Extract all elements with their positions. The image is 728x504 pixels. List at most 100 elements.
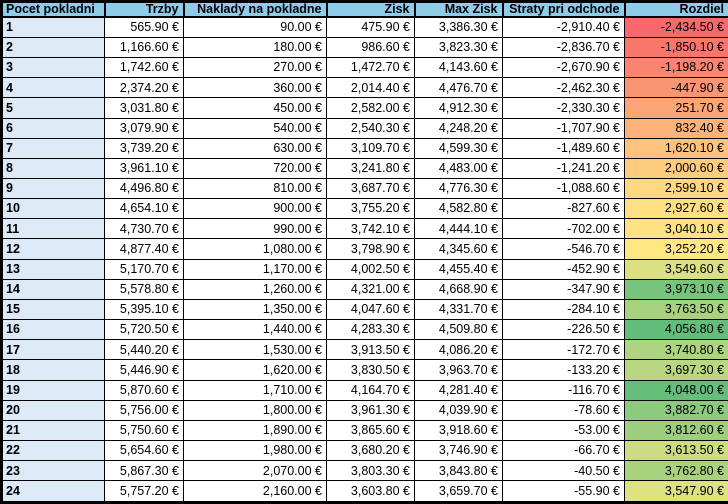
cell-rozdiel[interactable]: 3,763.50 €	[624, 298, 728, 321]
cell-straty-pri-odchode[interactable]: -546.70 €	[502, 238, 625, 260]
cell-max-zisk[interactable]: 4,776.30 €	[414, 177, 503, 200]
cell-trzby[interactable]: 5,654.60 €	[104, 440, 184, 462]
cell-zisk[interactable]: 3,603.80 €	[326, 480, 415, 503]
cell-max-zisk[interactable]: 4,483.00 €	[414, 157, 503, 179]
cell-rozdiel[interactable]: 3,040.10 €	[624, 218, 728, 240]
cell-trzby[interactable]: 4,877.40 €	[104, 238, 184, 260]
cell-trzby[interactable]: 565.90 €	[104, 16, 184, 38]
cell-max-zisk[interactable]: 4,444.10 €	[414, 218, 503, 240]
cell-naklady-na-pokladne[interactable]: 90.00 €	[183, 16, 327, 38]
cell-trzby[interactable]: 4,730.70 €	[104, 218, 184, 240]
cell-trzby[interactable]: 4,496.80 €	[104, 177, 184, 200]
header-cell-trzby[interactable]: Trzby	[103, 0, 185, 18]
cell-trzby[interactable]: 3,961.10 €	[104, 157, 184, 179]
cell-rozdiel[interactable]: 3,882.70 €	[624, 399, 728, 421]
cell-zisk[interactable]: 4,047.60 €	[326, 298, 415, 321]
cell-trzby[interactable]: 1,166.60 €	[104, 36, 184, 59]
cell-zisk[interactable]: 3,913.50 €	[326, 339, 415, 361]
cell-rozdiel[interactable]: 3,812.60 €	[624, 419, 728, 442]
cell-naklady-na-pokladne[interactable]: 900.00 €	[183, 198, 327, 220]
cell-zisk[interactable]: 2,540.30 €	[326, 117, 415, 139]
cell-naklady-na-pokladne[interactable]: 1,890.00 €	[183, 419, 327, 442]
cell-naklady-na-pokladne[interactable]: 360.00 €	[183, 77, 327, 99]
cell-straty-pri-odchode[interactable]: -2,330.30 €	[502, 97, 625, 119]
header-cell-zisk[interactable]: Zisk	[325, 0, 416, 18]
cell-straty-pri-odchode[interactable]: -1,088.60 €	[502, 177, 625, 200]
cell-pocet-pokladni[interactable]: 20	[1, 399, 105, 421]
cell-rozdiel[interactable]: 2,000.60 €	[624, 157, 728, 179]
cell-max-zisk[interactable]: 3,659.70 €	[414, 480, 503, 503]
cell-naklady-na-pokladne[interactable]: 2,160.00 €	[183, 480, 327, 503]
cell-rozdiel[interactable]: 3,252.20 €	[624, 238, 728, 260]
cell-zisk[interactable]: 3,742.10 €	[326, 218, 415, 240]
cell-straty-pri-odchode[interactable]: -452.90 €	[502, 258, 625, 280]
cell-straty-pri-odchode[interactable]: -1,241.20 €	[502, 157, 625, 179]
cell-max-zisk[interactable]: 4,086.20 €	[414, 339, 503, 361]
cell-zisk[interactable]: 3,241.80 €	[326, 157, 415, 179]
cell-max-zisk[interactable]: 3,918.60 €	[414, 419, 503, 442]
cell-max-zisk[interactable]: 4,599.30 €	[414, 137, 503, 159]
cell-rozdiel[interactable]: 251.70 €	[624, 97, 728, 119]
cell-rozdiel[interactable]: 3,697.30 €	[624, 359, 728, 381]
cell-max-zisk[interactable]: 3,823.30 €	[414, 36, 503, 59]
cell-zisk[interactable]: 3,798.90 €	[326, 238, 415, 260]
cell-pocet-pokladni[interactable]: 14	[1, 278, 105, 300]
cell-trzby[interactable]: 5,757.20 €	[104, 480, 184, 503]
cell-trzby[interactable]: 3,031.80 €	[104, 97, 184, 119]
cell-straty-pri-odchode[interactable]: -2,462.30 €	[502, 77, 625, 99]
cell-max-zisk[interactable]: 4,143.60 €	[414, 57, 503, 79]
cell-zisk[interactable]: 4,002.50 €	[326, 258, 415, 280]
cell-trzby[interactable]: 3,079.90 €	[104, 117, 184, 139]
cell-trzby[interactable]: 5,750.60 €	[104, 419, 184, 442]
cell-trzby[interactable]: 5,867.30 €	[104, 460, 184, 482]
cell-zisk[interactable]: 3,830.50 €	[326, 359, 415, 381]
cell-rozdiel[interactable]: 2,599.10 €	[624, 177, 728, 200]
cell-naklady-na-pokladne[interactable]: 1,440.00 €	[183, 319, 327, 341]
cell-pocet-pokladni[interactable]: 9	[1, 177, 105, 200]
cell-trzby[interactable]: 5,578.80 €	[104, 278, 184, 300]
cell-pocet-pokladni[interactable]: 3	[1, 57, 105, 79]
cell-rozdiel[interactable]: 3,973.10 €	[624, 278, 728, 300]
cell-max-zisk[interactable]: 4,912.30 €	[414, 97, 503, 119]
header-cell-max-zisk[interactable]: Max Zisk	[413, 0, 504, 18]
cell-pocet-pokladni[interactable]: 24	[1, 480, 105, 503]
cell-rozdiel[interactable]: -447.90 €	[624, 77, 728, 99]
cell-naklady-na-pokladne[interactable]: 1,080.00 €	[183, 238, 327, 260]
cell-trzby[interactable]: 5,440.20 €	[104, 339, 184, 361]
cell-rozdiel[interactable]: -1,198.20 €	[624, 57, 728, 79]
cell-zisk[interactable]: 3,755.20 €	[326, 198, 415, 220]
cell-trzby[interactable]: 5,446.90 €	[104, 359, 184, 381]
cell-trzby[interactable]: 5,870.60 €	[104, 379, 184, 401]
cell-max-zisk[interactable]: 4,668.90 €	[414, 278, 503, 300]
cell-pocet-pokladni[interactable]: 2	[1, 36, 105, 59]
cell-naklady-na-pokladne[interactable]: 2,070.00 €	[183, 460, 327, 482]
cell-trzby[interactable]: 5,395.10 €	[104, 298, 184, 321]
cell-straty-pri-odchode[interactable]: -116.70 €	[502, 379, 625, 401]
cell-straty-pri-odchode[interactable]: -2,670.90 €	[502, 57, 625, 79]
cell-straty-pri-odchode[interactable]: -172.70 €	[502, 339, 625, 361]
cell-zisk[interactable]: 986.60 €	[326, 36, 415, 59]
cell-max-zisk[interactable]: 4,509.80 €	[414, 319, 503, 341]
cell-trzby[interactable]: 4,654.10 €	[104, 198, 184, 220]
cell-naklady-na-pokladne[interactable]: 990.00 €	[183, 218, 327, 240]
cell-zisk[interactable]: 1,472.70 €	[326, 57, 415, 79]
cell-max-zisk[interactable]: 4,345.60 €	[414, 238, 503, 260]
cell-naklady-na-pokladne[interactable]: 1,170.00 €	[183, 258, 327, 280]
cell-max-zisk[interactable]: 4,281.40 €	[414, 379, 503, 401]
cell-pocet-pokladni[interactable]: 1	[1, 16, 105, 38]
cell-trzby[interactable]: 2,374.20 €	[104, 77, 184, 99]
cell-trzby[interactable]: 5,720.50 €	[104, 319, 184, 341]
cell-zisk[interactable]: 3,680.20 €	[326, 440, 415, 462]
cell-rozdiel[interactable]: 3,613.50 €	[624, 440, 728, 462]
cell-max-zisk[interactable]: 4,248.20 €	[414, 117, 503, 139]
cell-pocet-pokladni[interactable]: 15	[1, 298, 105, 321]
cell-zisk[interactable]: 3,803.30 €	[326, 460, 415, 482]
cell-pocet-pokladni[interactable]: 21	[1, 419, 105, 442]
cell-pocet-pokladni[interactable]: 16	[1, 319, 105, 341]
cell-straty-pri-odchode[interactable]: -1,707.90 €	[502, 117, 625, 139]
cell-naklady-na-pokladne[interactable]: 540.00 €	[183, 117, 327, 139]
cell-naklady-na-pokladne[interactable]: 1,260.00 €	[183, 278, 327, 300]
cell-trzby[interactable]: 5,170.70 €	[104, 258, 184, 280]
cell-pocet-pokladni[interactable]: 19	[1, 379, 105, 401]
header-cell-naklady-na-pokladne[interactable]: Naklady na pokladne	[182, 0, 328, 18]
